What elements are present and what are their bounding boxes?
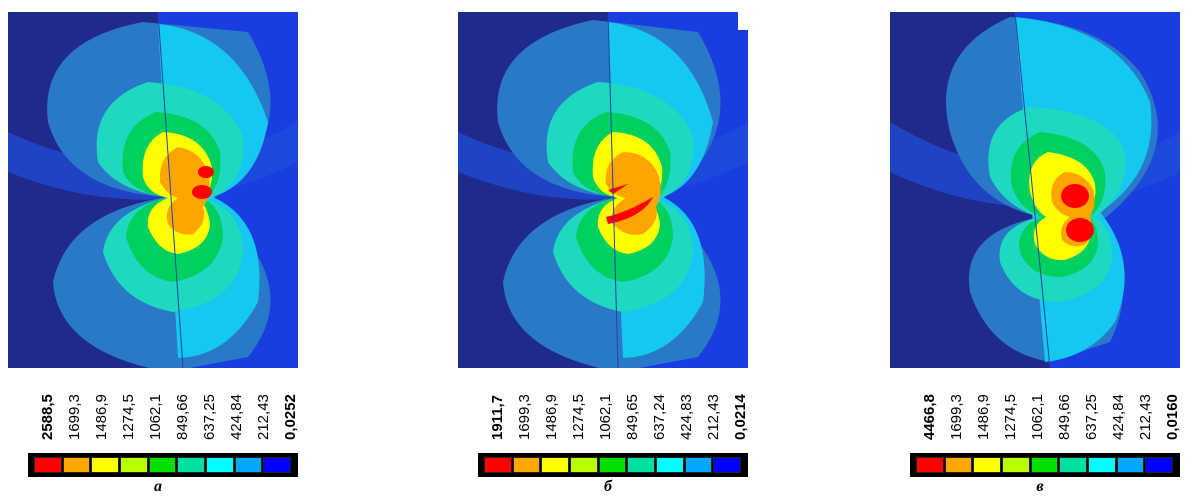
scale-tick: 424,84 [219, 376, 247, 442]
color-swatch [599, 457, 627, 473]
color-legend-b [478, 453, 748, 477]
scale-tick: 1274,5 [111, 376, 139, 442]
scale-tick: 0,0214 [723, 376, 751, 442]
color-swatch [1088, 457, 1116, 473]
panel-b: 1911,7 1699,3 1486,9 1274,5 1062,1 849,6… [450, 0, 750, 500]
contour-plot-a [8, 12, 298, 368]
scale-ticks-b: 1911,7 1699,3 1486,9 1274,5 1062,1 849,6… [480, 376, 750, 442]
panel-c: 4466,8 1699,3 1486,9 1274,5 1062,1 849,6… [882, 0, 1182, 500]
color-swatch [1002, 457, 1030, 473]
color-swatch [1059, 457, 1087, 473]
scale-tick: 1486,9 [966, 376, 994, 442]
scale-tick: 1699,3 [939, 376, 967, 442]
color-swatch [973, 457, 1001, 473]
scale-tick: 1274,5 [993, 376, 1021, 442]
color-swatch [484, 457, 512, 473]
color-swatch [627, 457, 655, 473]
color-swatch [541, 457, 569, 473]
scale-tick: 4466,8 [912, 376, 940, 442]
scale-tick: 1911,7 [480, 376, 508, 442]
color-swatch [513, 457, 541, 473]
color-swatch [263, 457, 291, 473]
color-swatch [713, 457, 741, 473]
color-swatch [91, 457, 119, 473]
scale-tick: 1062,1 [1020, 376, 1048, 442]
color-swatch [63, 457, 91, 473]
scale-tick: 1062,1 [588, 376, 616, 442]
color-swatch [1031, 457, 1059, 473]
scale-tick: 1699,3 [57, 376, 85, 442]
scale-ticks-a: 2588,5 1699,3 1486,9 1274,5 1062,1 849,6… [30, 376, 300, 442]
scale-tick: 0,0160 [1155, 376, 1183, 442]
scale-tick: 1486,9 [534, 376, 562, 442]
color-swatch [685, 457, 713, 473]
caption-b: б [598, 478, 618, 496]
color-swatch [235, 457, 263, 473]
scale-tick: 637,25 [1074, 376, 1102, 442]
scale-tick: 0,0252 [273, 376, 301, 442]
scale-tick: 1486,9 [84, 376, 112, 442]
color-swatch [945, 457, 973, 473]
scale-tick: 212,43 [1128, 376, 1156, 442]
color-swatch [149, 457, 177, 473]
color-swatch [1117, 457, 1145, 473]
scale-tick: 637,24 [642, 376, 670, 442]
scale-ticks-c: 4466,8 1699,3 1486,9 1274,5 1062,1 849,6… [912, 376, 1182, 442]
scale-tick: 849,66 [165, 376, 193, 442]
caption-c: в [1030, 478, 1050, 496]
contour-plot-b [458, 12, 748, 368]
caption-a: а [148, 478, 168, 496]
scale-tick: 1062,1 [138, 376, 166, 442]
scale-tick: 212,43 [696, 376, 724, 442]
scale-tick: 849,66 [1047, 376, 1075, 442]
panel-a: 2588,5 1699,3 1486,9 1274,5 1062,1 849,6… [0, 0, 300, 500]
scale-tick: 2588,5 [30, 376, 58, 442]
color-swatch [656, 457, 684, 473]
color-swatch [570, 457, 598, 473]
color-swatch [916, 457, 944, 473]
color-swatch [177, 457, 205, 473]
scale-tick: 1274,5 [561, 376, 589, 442]
scale-tick: 1699,3 [507, 376, 535, 442]
color-swatch [206, 457, 234, 473]
scale-tick: 637,25 [192, 376, 220, 442]
color-legend-a [28, 453, 298, 477]
color-swatch [1145, 457, 1173, 473]
contour-plot-c [890, 12, 1180, 368]
color-legend-c [910, 453, 1180, 477]
scale-tick: 424,84 [1101, 376, 1129, 442]
color-swatch [34, 457, 62, 473]
scale-tick: 849,65 [615, 376, 643, 442]
scale-tick: 212,43 [246, 376, 274, 442]
color-swatch [120, 457, 148, 473]
scale-tick: 424,83 [669, 376, 697, 442]
